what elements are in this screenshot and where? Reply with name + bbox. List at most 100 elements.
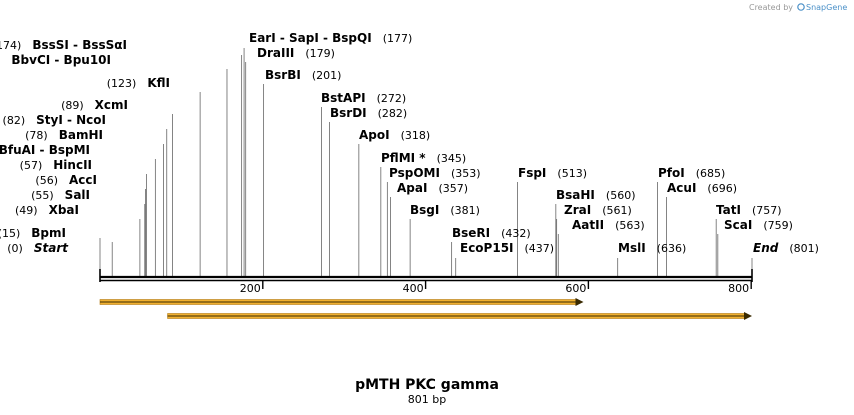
site-label-24: EcoP15I (437)	[460, 241, 554, 255]
site-label-7: (78) BamHI	[25, 128, 103, 142]
site-position: (55)	[31, 189, 54, 202]
site-position: (345)	[437, 152, 467, 165]
site-label-22: BsgI (381)	[410, 203, 480, 217]
site-position: (201)	[312, 69, 342, 82]
site-text-1: (15) BpmI	[0, 226, 66, 240]
site-label-3: (55) SalI	[31, 188, 90, 202]
site-position: (757)	[752, 204, 782, 217]
site-position: (123)	[107, 77, 137, 90]
site-text-10: (123) KflI	[107, 76, 170, 90]
site-label-15: BsrBI (201)	[265, 68, 341, 82]
site-text-4: (56) AccI	[35, 173, 97, 187]
site-position: (174)	[0, 39, 21, 52]
enzyme-name: ApaI	[397, 181, 427, 195]
site-position: (636)	[657, 242, 687, 255]
site-position: (89)	[61, 99, 84, 112]
ruler-label-600: 600	[565, 282, 586, 295]
site-position: (759)	[763, 219, 793, 232]
enzyme-name: BamHI	[59, 128, 103, 142]
site-text-25: FspI (513)	[518, 166, 587, 180]
enzyme-name: BsrDI	[330, 106, 367, 120]
enzyme-name: TatI	[716, 203, 741, 217]
site-label-28: AatII (563)	[572, 218, 645, 232]
site-label-25: FspI (513)	[518, 166, 587, 180]
site-text-5: (57) HincII	[20, 158, 92, 172]
enzyme-name: End	[753, 241, 779, 255]
site-text-16: BstAPI (272)	[321, 91, 406, 105]
site-text-32: TatI (757)	[716, 203, 782, 217]
enzyme-name: FspI	[518, 166, 546, 180]
site-position: (282)	[378, 107, 408, 120]
site-text-14: DraIII (179)	[257, 46, 335, 60]
site-position: (49)	[15, 204, 38, 217]
site-label-16: BstAPI (272)	[321, 91, 406, 105]
site-text-11: (156) BbvCI - Bpu10I	[0, 53, 111, 67]
site-position: (432)	[501, 227, 531, 240]
site-label-5: (57) HincII	[20, 158, 92, 172]
enzyme-name: BseRI	[452, 226, 490, 240]
site-label-29: MslI (636)	[618, 241, 686, 255]
enzyme-name: XbaI	[49, 203, 79, 217]
site-position: (696)	[707, 182, 737, 195]
site-label-19: PflMI * (345)	[381, 151, 466, 165]
site-label-0: (0) Start	[7, 241, 69, 255]
site-text-0: (0) Start	[7, 241, 69, 255]
site-label-30: PfoI (685)	[658, 166, 725, 180]
site-position: (353)	[451, 167, 481, 180]
enzyme-name: BstAPI	[321, 91, 366, 105]
site-text-34: End (801)	[753, 241, 819, 255]
site-text-33: ScaI (759)	[724, 218, 793, 232]
map-length: 801 bp	[408, 393, 446, 406]
site-text-18: ApoI (318)	[359, 128, 430, 142]
enzyme-name: KflI	[147, 76, 170, 90]
enzyme-name: StyI - NcoI	[36, 113, 106, 127]
site-label-32: TatI (757)	[716, 203, 782, 217]
enzyme-name: MslI	[618, 241, 646, 255]
site-label-26: BsaHI (560)	[556, 188, 636, 202]
created-by-label: Created by	[749, 3, 793, 12]
site-label-10: (123) KflI	[107, 76, 170, 90]
site-position: (179)	[305, 47, 335, 60]
site-position: (513)	[557, 167, 587, 180]
enzyme-name: PfoI	[658, 166, 685, 180]
site-label-21: ApaI (357)	[397, 181, 468, 195]
site-text-15: BsrBI (201)	[265, 68, 341, 82]
site-text-31: AcuI (696)	[667, 181, 737, 195]
ruler-label-400: 400	[403, 282, 424, 295]
site-label-1: (15) BpmI	[0, 226, 66, 240]
site-position: (381)	[450, 204, 480, 217]
enzyme-name: BfuAI - BspMI	[0, 143, 90, 157]
site-text-6: (68) BfuAI - BspMI	[0, 143, 90, 157]
site-text-30: PfoI (685)	[658, 166, 725, 180]
enzyme-name: AccI	[69, 173, 97, 187]
ruler-label-200: 200	[240, 282, 261, 295]
site-position: (801)	[789, 242, 819, 255]
enzyme-name: EcoP15I	[460, 241, 514, 255]
site-text-29: MslI (636)	[618, 241, 686, 255]
ruler-label-800: 800	[728, 282, 749, 295]
site-label-17: BsrDI (282)	[330, 106, 407, 120]
site-position: (563)	[615, 219, 645, 232]
site-position: (272)	[377, 92, 407, 105]
site-text-22: BsgI (381)	[410, 203, 480, 217]
enzyme-name: DraIII	[257, 46, 294, 60]
brand-name: SnapGene	[806, 3, 847, 12]
site-label-31: AcuI (696)	[667, 181, 737, 195]
enzyme-name: ScaI	[724, 218, 752, 232]
feature-arrow-0	[575, 298, 584, 306]
site-text-7: (78) BamHI	[25, 128, 103, 142]
site-label-27: ZraI (561)	[564, 203, 632, 217]
enzyme-name: BsgI	[410, 203, 439, 217]
enzyme-name: AcuI	[667, 181, 696, 195]
site-position: (57)	[20, 159, 43, 172]
site-text-21: ApaI (357)	[397, 181, 468, 195]
site-text-26: BsaHI (560)	[556, 188, 636, 202]
enzyme-name: BsrBI	[265, 68, 301, 82]
site-label-13: EarI - SapI - BspQI (177)	[249, 31, 412, 45]
site-text-24: EcoP15I (437)	[460, 241, 554, 255]
enzyme-name: HincII	[53, 158, 92, 172]
site-label-2: (49) XbaI	[15, 203, 79, 217]
site-text-27: ZraI (561)	[564, 203, 632, 217]
